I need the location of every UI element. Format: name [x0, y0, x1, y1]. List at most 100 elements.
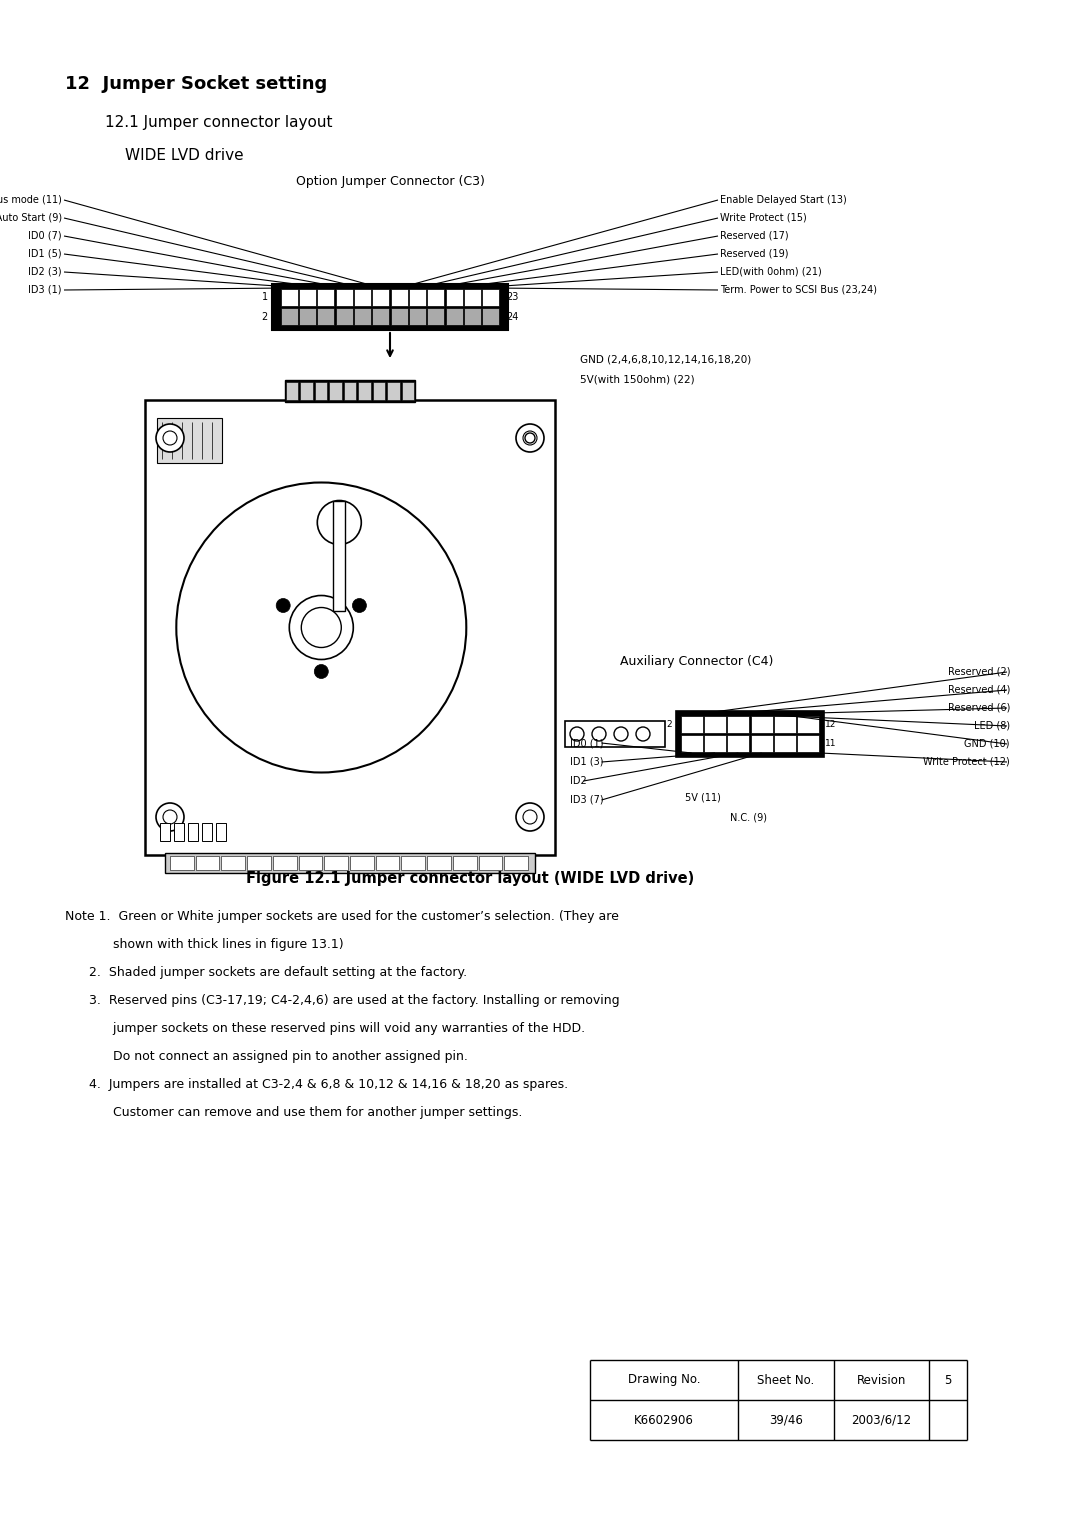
- Text: Write Protect (15): Write Protect (15): [720, 214, 807, 223]
- Bar: [354, 288, 370, 307]
- Bar: [704, 715, 726, 734]
- Bar: [354, 308, 370, 325]
- Text: 1: 1: [261, 293, 268, 302]
- Text: ID1 (5): ID1 (5): [28, 249, 62, 259]
- Bar: [285, 380, 415, 403]
- Text: Do not connect an assigned pin to another assigned pin.: Do not connect an assigned pin to anothe…: [65, 1051, 468, 1063]
- Bar: [565, 721, 665, 747]
- Bar: [299, 308, 315, 325]
- Bar: [315, 381, 327, 400]
- Bar: [165, 852, 535, 872]
- Circle shape: [352, 598, 366, 613]
- Bar: [336, 308, 352, 325]
- Text: 12  Jumper Socket setting: 12 Jumper Socket setting: [65, 75, 327, 93]
- Bar: [216, 824, 226, 840]
- Text: 23: 23: [507, 293, 518, 302]
- Bar: [478, 856, 502, 869]
- Bar: [300, 381, 313, 400]
- Bar: [350, 856, 374, 869]
- Text: Reserved (2): Reserved (2): [947, 666, 1010, 677]
- Bar: [359, 381, 370, 400]
- Text: Drawing No.: Drawing No.: [627, 1374, 700, 1386]
- Bar: [751, 715, 772, 734]
- Bar: [391, 308, 407, 325]
- Bar: [324, 856, 348, 869]
- Bar: [402, 856, 426, 869]
- Text: Reserved (6): Reserved (6): [947, 703, 1010, 714]
- Text: ID0 (7): ID0 (7): [28, 230, 62, 241]
- Bar: [428, 856, 450, 869]
- Text: 12: 12: [825, 720, 836, 729]
- Bar: [272, 284, 508, 329]
- Bar: [728, 735, 750, 752]
- Circle shape: [570, 727, 584, 741]
- Bar: [483, 288, 499, 307]
- Bar: [336, 288, 352, 307]
- Text: Term. Power to SCSI Bus (23,24): Term. Power to SCSI Bus (23,24): [720, 285, 877, 294]
- Text: 5V(with 150ohm) (22): 5V(with 150ohm) (22): [580, 375, 694, 384]
- Circle shape: [615, 727, 627, 741]
- Text: 5V (11): 5V (11): [685, 791, 720, 802]
- Bar: [387, 381, 400, 400]
- Bar: [446, 288, 462, 307]
- Bar: [373, 308, 389, 325]
- Circle shape: [163, 432, 177, 445]
- Bar: [281, 308, 297, 325]
- Text: LED (8): LED (8): [974, 721, 1010, 730]
- Text: 24: 24: [507, 311, 518, 322]
- Text: shown with thick lines in figure 13.1): shown with thick lines in figure 13.1): [65, 938, 343, 952]
- Circle shape: [516, 804, 544, 831]
- Bar: [318, 308, 334, 325]
- Circle shape: [156, 804, 184, 831]
- Circle shape: [276, 598, 291, 613]
- Circle shape: [523, 810, 537, 824]
- Text: Disable Auto Start (9): Disable Auto Start (9): [0, 214, 62, 223]
- Bar: [202, 824, 212, 840]
- Text: 12.1 Jumper connector layout: 12.1 Jumper connector layout: [105, 114, 333, 130]
- Bar: [273, 856, 297, 869]
- Bar: [195, 856, 219, 869]
- Bar: [391, 288, 407, 307]
- Text: 2: 2: [261, 311, 268, 322]
- Bar: [504, 856, 528, 869]
- Text: ID3 (1): ID3 (1): [28, 285, 62, 294]
- Text: 11: 11: [825, 740, 837, 747]
- Text: 4.  Jumpers are installed at C3-2,4 & 6,8 & 10,12 & 14,16 & 18,20 as spares.: 4. Jumpers are installed at C3-2,4 & 6,8…: [65, 1078, 568, 1090]
- Circle shape: [516, 424, 544, 451]
- Bar: [728, 715, 750, 734]
- Text: Enable Delayed Start (13): Enable Delayed Start (13): [720, 195, 847, 204]
- Text: LED(with 0ohm) (21): LED(with 0ohm) (21): [720, 267, 822, 278]
- Text: jumper sockets on these reserved pins will void any warranties of the HDD.: jumper sockets on these reserved pins wi…: [65, 1022, 585, 1035]
- Bar: [343, 381, 356, 400]
- Bar: [797, 715, 820, 734]
- Bar: [464, 308, 481, 325]
- Bar: [376, 856, 400, 869]
- Bar: [298, 856, 322, 869]
- Bar: [453, 856, 476, 869]
- Bar: [373, 288, 389, 307]
- Bar: [334, 500, 346, 610]
- Text: Sheet No.: Sheet No.: [757, 1374, 814, 1386]
- Bar: [428, 288, 444, 307]
- Text: WIDE LVD drive: WIDE LVD drive: [125, 148, 244, 163]
- Bar: [373, 381, 386, 400]
- Text: GND (2,4,6,8,10,12,14,16,18,20): GND (2,4,6,8,10,12,14,16,18,20): [580, 355, 752, 364]
- Text: 39/46: 39/46: [769, 1414, 802, 1426]
- Circle shape: [289, 595, 353, 659]
- Bar: [680, 715, 702, 734]
- Bar: [751, 735, 772, 752]
- Text: Reserved (19): Reserved (19): [720, 249, 788, 259]
- Circle shape: [176, 482, 467, 773]
- Text: Auxiliary Connector (C4): Auxiliary Connector (C4): [620, 656, 773, 668]
- Bar: [145, 400, 555, 856]
- Text: ID2 (3): ID2 (3): [28, 267, 62, 278]
- Text: ID3 (7): ID3 (7): [570, 795, 604, 805]
- Bar: [281, 288, 297, 307]
- Bar: [318, 288, 334, 307]
- Bar: [157, 418, 222, 464]
- Bar: [774, 715, 796, 734]
- Bar: [774, 735, 796, 752]
- Text: 3.  Reserved pins (C3-17,19; C4-2,4,6) are used at the factory. Installing or re: 3. Reserved pins (C3-17,19; C4-2,4,6) ar…: [65, 994, 620, 1007]
- Bar: [247, 856, 271, 869]
- Text: GND (10): GND (10): [964, 740, 1010, 749]
